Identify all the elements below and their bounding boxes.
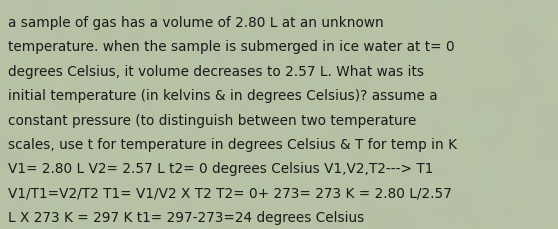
Text: a sample of gas has a volume of 2.80 L at an unknown: a sample of gas has a volume of 2.80 L a… [8, 16, 384, 30]
Text: V1= 2.80 L V2= 2.57 L t2= 0 degrees Celsius V1,V2,T2---> T1: V1= 2.80 L V2= 2.57 L t2= 0 degrees Cels… [8, 162, 434, 176]
Text: initial temperature (in kelvins & in degrees Celsius)? assume a: initial temperature (in kelvins & in deg… [8, 89, 438, 103]
Text: scales, use t for temperature in degrees Celsius & T for temp in K: scales, use t for temperature in degrees… [8, 137, 458, 151]
Text: L X 273 K = 297 K t1= 297-273=24 degrees Celsius: L X 273 K = 297 K t1= 297-273=24 degrees… [8, 210, 364, 224]
Text: degrees Celsius, it volume decreases to 2.57 L. What was its: degrees Celsius, it volume decreases to … [8, 65, 425, 79]
Text: temperature. when the sample is submerged in ice water at t= 0: temperature. when the sample is submerge… [8, 40, 455, 54]
Text: V1/T1=V2/T2 T1= V1/V2 X T2 T2= 0+ 273= 273 K = 2.80 L/2.57: V1/T1=V2/T2 T1= V1/V2 X T2 T2= 0+ 273= 2… [8, 186, 452, 200]
Text: constant pressure (to distinguish between two temperature: constant pressure (to distinguish betwee… [8, 113, 417, 127]
